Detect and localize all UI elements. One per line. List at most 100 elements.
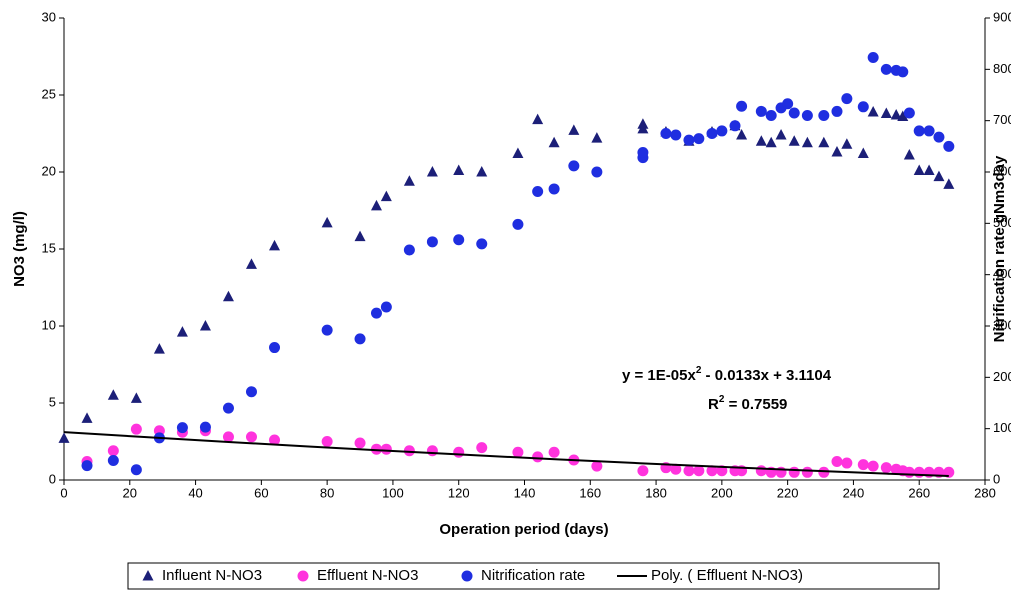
point [568, 160, 580, 172]
point [130, 464, 142, 476]
trend-line [63, 431, 949, 478]
point [532, 451, 544, 463]
legend-label: Influent N-NO3 [162, 567, 262, 584]
x-tick-label: 220 [777, 485, 799, 500]
point [548, 136, 560, 148]
point [880, 63, 892, 75]
point [370, 307, 382, 319]
point [548, 183, 560, 195]
point [637, 122, 649, 134]
point [867, 52, 879, 64]
trend-equation: y = 1E-05x2 - 0.0133x + 3.1104 [622, 365, 832, 384]
point [591, 460, 603, 472]
point [354, 333, 366, 345]
point [923, 125, 935, 137]
x-tick-label: 180 [645, 485, 667, 500]
point [755, 465, 767, 477]
point [788, 466, 800, 478]
point [81, 412, 93, 423]
point [568, 124, 580, 135]
point [153, 343, 165, 354]
point [903, 149, 915, 160]
point [880, 462, 892, 474]
eq-part: - 0.0133x + 3.1104 [701, 367, 831, 384]
point [426, 166, 438, 177]
y-tick-label: 15 [42, 240, 56, 255]
point [729, 120, 741, 132]
point [453, 234, 465, 246]
point [532, 186, 544, 198]
y2-tick-label: 300 [993, 317, 1011, 332]
point [321, 324, 333, 336]
point [857, 101, 869, 113]
x-tick-label: 240 [843, 485, 865, 500]
point [58, 432, 70, 443]
y2-tick-label: 200 [993, 369, 1011, 384]
point [841, 93, 853, 105]
point [782, 98, 794, 110]
point [857, 459, 869, 471]
point [831, 145, 843, 157]
point [801, 110, 813, 122]
point [403, 244, 415, 256]
y2-tick-label: 900 [993, 9, 1011, 24]
point [693, 465, 705, 477]
legend-label: Nitrification rate [481, 567, 585, 584]
point [107, 454, 119, 466]
point [913, 164, 925, 175]
x-tick-label: 40 [188, 485, 202, 500]
point [736, 129, 748, 140]
eq-part: y = 1E-05x [622, 367, 696, 384]
point [933, 131, 945, 143]
legend-swatch [297, 570, 309, 582]
point [380, 190, 392, 202]
point [107, 389, 119, 400]
point [426, 236, 438, 248]
y2-tick-label: 800 [993, 61, 1011, 76]
point [269, 434, 281, 446]
point [801, 136, 813, 148]
point [897, 110, 909, 122]
x-tick-label: 260 [908, 485, 930, 500]
y-tick-label: 5 [49, 394, 56, 409]
point [857, 147, 869, 159]
point [476, 442, 488, 454]
point [788, 135, 800, 146]
y2-tick-label: 0 [993, 471, 1000, 486]
r-part: R [708, 396, 719, 413]
point [903, 107, 915, 119]
point [370, 199, 382, 211]
point [706, 465, 718, 477]
point [130, 423, 142, 435]
point [818, 466, 830, 478]
x-tick-label: 120 [448, 485, 470, 500]
point [548, 446, 560, 458]
point [107, 445, 119, 457]
point [683, 465, 695, 477]
point [426, 445, 438, 457]
point [176, 326, 188, 337]
point [775, 129, 787, 140]
legend-label: Poly. ( Effluent N-NO3) [651, 567, 803, 584]
point [269, 239, 281, 251]
point [693, 133, 705, 145]
point [512, 147, 524, 159]
point [831, 456, 843, 468]
y-tick-label: 20 [42, 163, 56, 178]
x-tick-label: 80 [320, 485, 334, 500]
r-sup: 2 [719, 394, 725, 405]
point [933, 170, 945, 182]
x-tick-label: 0 [60, 485, 67, 500]
legend-label: Effluent N-NO3 [317, 567, 418, 584]
point [354, 230, 366, 242]
point [403, 175, 415, 186]
point [670, 463, 682, 475]
point [897, 66, 909, 78]
point [512, 446, 524, 458]
point [755, 105, 767, 117]
point [321, 216, 333, 228]
x-tick-label: 200 [711, 485, 733, 500]
point [222, 431, 234, 443]
point [591, 166, 603, 178]
